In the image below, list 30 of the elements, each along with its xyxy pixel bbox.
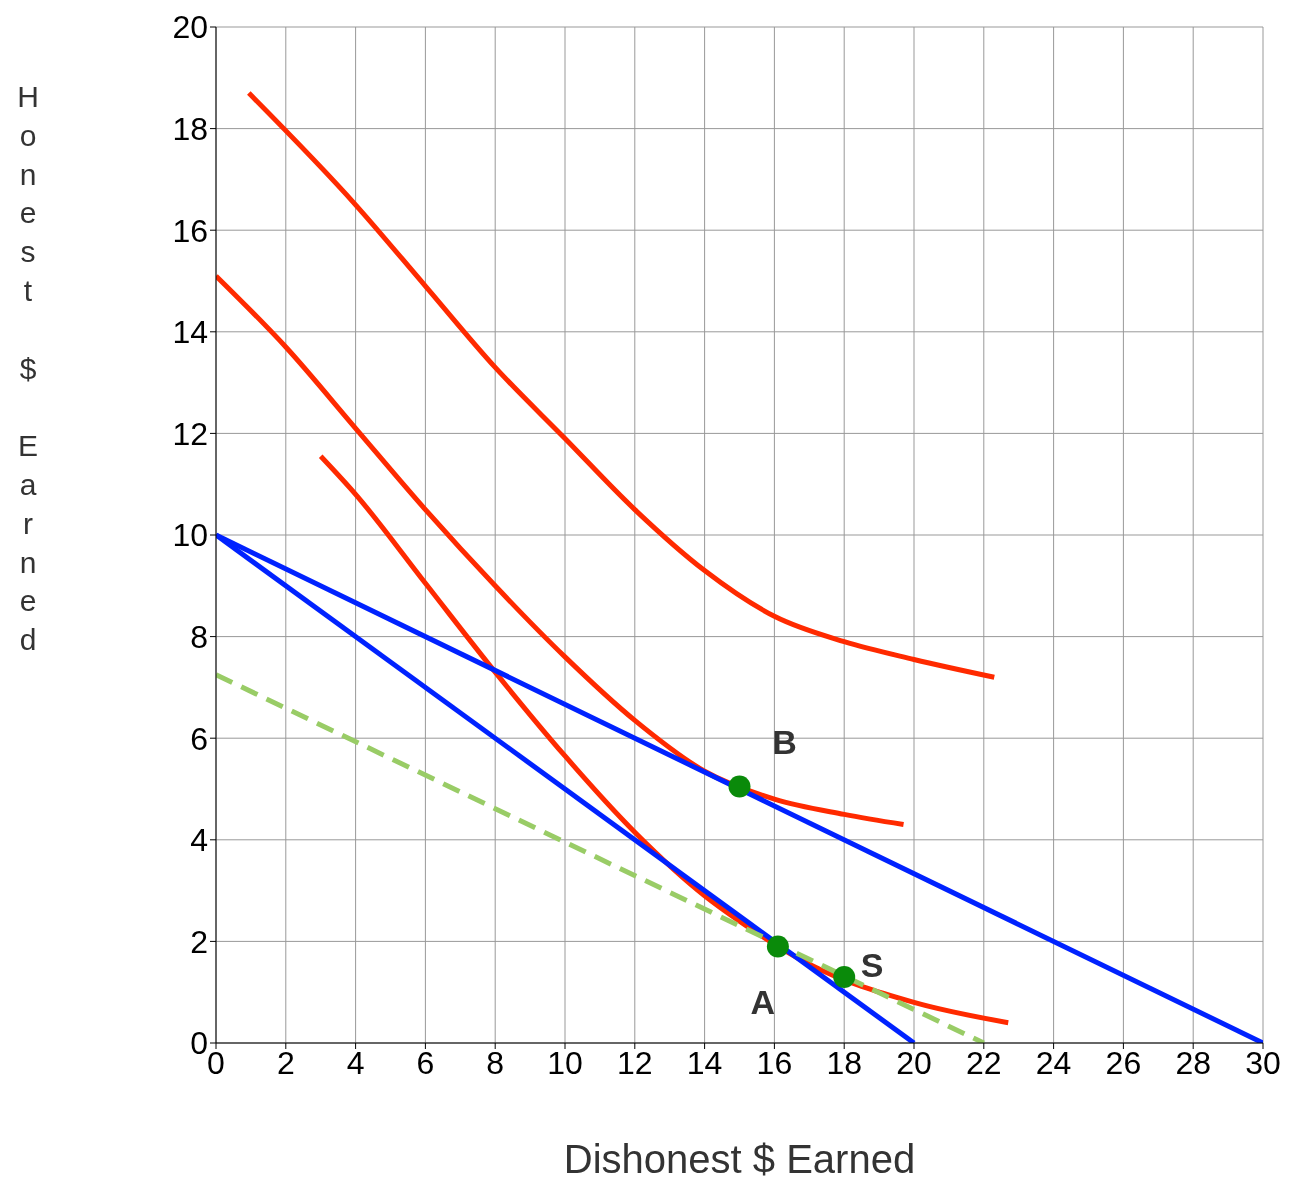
y-tick-label: 6 [190,720,208,757]
x-tick-label: 26 [1105,1044,1142,1081]
annotation: B [772,722,797,761]
x-tick-label: 24 [1035,1044,1072,1081]
x-tick-label: 16 [756,1044,793,1081]
x-tick-label: 12 [617,1044,653,1081]
x-tick-label: 6 [416,1044,435,1081]
x-tick-label: 14 [686,1044,723,1081]
x-tick-label: 8 [486,1044,505,1081]
x-tick-label: 2 [276,1044,295,1081]
x-axis-title: Dishonest $ Earned [563,1137,916,1181]
annotation: A [750,982,776,1021]
x-tick-label: 28 [1175,1044,1211,1081]
x-tick-label: 18 [826,1044,862,1081]
y-tick-label: 16 [172,212,208,249]
y-tick-label: 18 [172,110,208,147]
text: Honest $ Earned [17,80,39,657]
y-tick-label: 8 [190,618,208,655]
y-tick-label: 20 [172,9,208,46]
y-tick-label: 4 [190,822,208,859]
annotation: S [860,946,884,985]
x-tick-label: 30 [1245,1044,1281,1081]
y-tick-label: 10 [172,517,208,554]
x-tick-label: 4 [346,1044,365,1081]
y-tick-label: 12 [172,415,208,452]
y-tick-label: 2 [190,923,208,960]
x-tick-label: 22 [966,1044,1002,1081]
x-tick-label: 10 [547,1044,583,1081]
y-tick-label: 14 [172,314,208,351]
x-tick-label: 20 [896,1044,932,1081]
